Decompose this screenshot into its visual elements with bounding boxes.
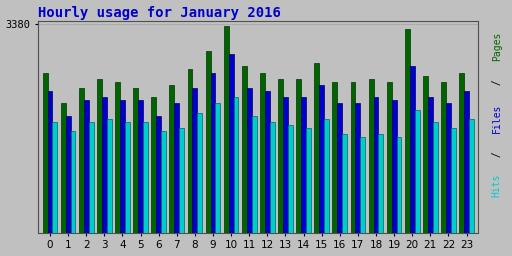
Bar xyxy=(169,85,174,233)
Bar xyxy=(174,103,179,233)
Bar xyxy=(151,97,156,233)
Bar xyxy=(102,97,106,233)
Bar xyxy=(61,103,66,233)
Bar xyxy=(138,100,143,233)
Bar xyxy=(52,122,57,233)
Bar xyxy=(288,125,293,233)
Text: /: / xyxy=(492,145,502,163)
Bar xyxy=(415,110,419,233)
Bar xyxy=(332,82,337,233)
Bar xyxy=(71,131,75,233)
Bar xyxy=(378,134,383,233)
Bar xyxy=(459,72,464,233)
Bar xyxy=(97,79,102,233)
Bar xyxy=(79,88,84,233)
Bar xyxy=(314,63,319,233)
Bar xyxy=(270,122,274,233)
Bar xyxy=(301,97,306,233)
Bar xyxy=(187,69,193,233)
Bar xyxy=(374,97,378,233)
Bar xyxy=(161,131,166,233)
Bar xyxy=(216,103,220,233)
Bar xyxy=(464,91,469,233)
Bar xyxy=(423,76,428,233)
Bar xyxy=(342,134,347,233)
Bar xyxy=(369,79,374,233)
Bar xyxy=(451,128,456,233)
Bar xyxy=(233,97,239,233)
Bar xyxy=(387,82,392,233)
Bar xyxy=(48,91,52,233)
Bar xyxy=(206,51,210,233)
Bar xyxy=(410,66,415,233)
Bar xyxy=(260,72,265,233)
Bar xyxy=(247,88,251,233)
Bar xyxy=(283,97,288,233)
Bar xyxy=(106,119,112,233)
Bar xyxy=(251,116,257,233)
Bar xyxy=(306,128,311,233)
Bar xyxy=(193,88,197,233)
Text: Hourly usage for January 2016: Hourly usage for January 2016 xyxy=(38,6,281,19)
Bar xyxy=(179,128,184,233)
Bar xyxy=(265,91,270,233)
Bar xyxy=(337,103,342,233)
Bar xyxy=(278,79,283,233)
Bar xyxy=(156,116,161,233)
Bar xyxy=(133,88,138,233)
Bar xyxy=(396,137,401,233)
Bar xyxy=(392,100,396,233)
Bar xyxy=(360,137,365,233)
Bar xyxy=(446,103,451,233)
Bar xyxy=(428,97,433,233)
Text: /: / xyxy=(492,73,502,91)
Text: Hits: Hits xyxy=(492,174,502,197)
Bar xyxy=(324,119,329,233)
Bar xyxy=(115,82,120,233)
Bar xyxy=(66,116,71,233)
Bar xyxy=(469,119,474,233)
Bar xyxy=(296,79,301,233)
Bar xyxy=(197,113,202,233)
Bar xyxy=(242,66,247,233)
Bar xyxy=(89,122,94,233)
Bar xyxy=(224,26,229,233)
Bar xyxy=(351,82,355,233)
Text: Files: Files xyxy=(492,103,502,133)
Bar xyxy=(433,122,438,233)
Bar xyxy=(355,103,360,233)
Bar xyxy=(125,122,130,233)
Bar xyxy=(405,29,410,233)
Bar xyxy=(42,72,48,233)
Bar xyxy=(120,100,125,233)
Bar xyxy=(229,54,233,233)
Bar xyxy=(84,100,89,233)
Text: Pages: Pages xyxy=(492,31,502,60)
Bar xyxy=(441,82,446,233)
Bar xyxy=(143,122,148,233)
Bar xyxy=(319,85,324,233)
Bar xyxy=(210,72,216,233)
